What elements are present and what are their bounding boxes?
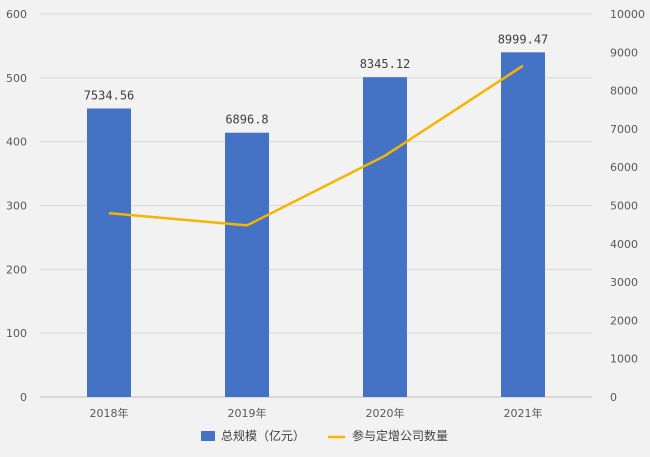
bar-data-label: 8345.12 (360, 57, 411, 71)
x-axis-tick-label: 2019年 (228, 406, 267, 420)
right-axis-tick-label: 3000 (610, 276, 638, 289)
left-axis-tick-label: 0 (20, 391, 27, 404)
legend-bar-swatch (201, 431, 215, 441)
bar-data-label: 8999.47 (498, 32, 549, 46)
right-axis-tick-label: 10000 (610, 8, 645, 21)
x-axis-tick-label: 2018年 (90, 406, 129, 420)
right-axis-tick-label: 0 (610, 391, 617, 404)
left-axis-tick-label: 200 (6, 263, 27, 276)
bar-data-label: 6896.8 (225, 113, 268, 127)
bar-data-label: 7534.56 (84, 88, 135, 102)
bar (87, 108, 131, 398)
bar (501, 52, 545, 398)
x-axis-tick-label: 2021年 (504, 406, 543, 420)
left-axis-tick-label: 500 (6, 72, 27, 85)
right-axis-tick-label: 7000 (610, 123, 638, 136)
left-axis-tick-label: 300 (6, 200, 27, 213)
left-axis-tick-label: 400 (6, 136, 27, 149)
right-axis-tick-label: 1000 (610, 353, 638, 366)
series-line (108, 64, 524, 227)
right-axis-tick-label: 6000 (610, 161, 638, 174)
right-axis-tick-label: 9000 (610, 46, 638, 59)
right-axis-tick-label: 8000 (610, 85, 638, 98)
legend-bar-label: 总规模（亿元） (221, 428, 305, 443)
legend-line-label: 参与定增公司数量 (352, 428, 448, 443)
right-axis-tick-label: 4000 (610, 238, 638, 251)
bar (363, 77, 407, 397)
left-axis-tick-label: 100 (6, 327, 27, 340)
right-axis-tick-label: 2000 (610, 314, 638, 327)
right-axis-tick-label: 5000 (610, 200, 638, 213)
left-axis-tick-label: 600 (6, 8, 27, 21)
x-axis-tick-label: 2020年 (366, 406, 405, 420)
bar (225, 132, 269, 398)
